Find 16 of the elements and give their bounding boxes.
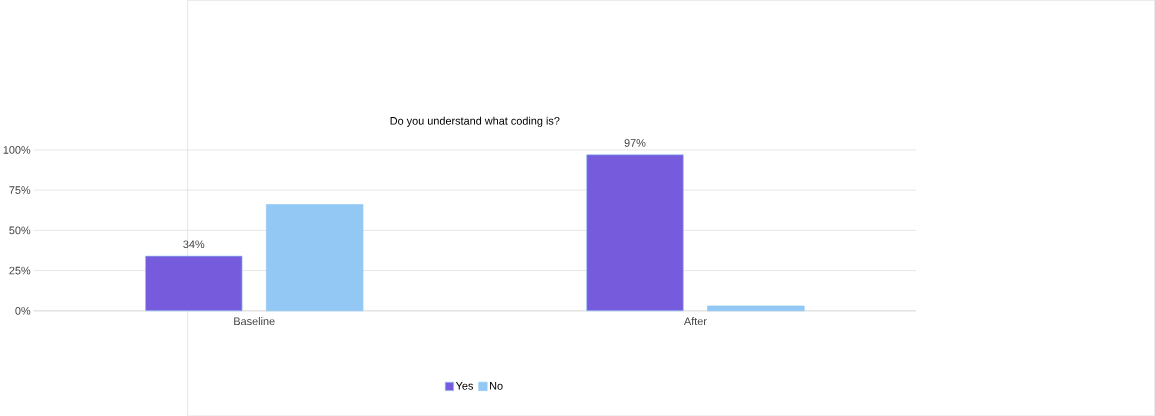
y-tick-label: 75% [9,186,31,194]
bar [266,204,364,311]
legend-label: No [490,381,503,390]
y-tick-label: 25% [9,266,31,275]
data-label: 97% [624,138,646,147]
y-tick-label: 0% [15,306,31,315]
y-tick-label: 100% [3,145,31,154]
chart-title: Do you understand what coding is? [390,116,560,127]
bar [145,255,243,311]
x-tick-label: After [683,316,707,325]
data-label: 34% [183,240,205,248]
bar [586,154,684,311]
y-tick-label: 50% [9,226,31,235]
legend-label: Yes [455,381,474,390]
x-tick-label: Baseline [234,316,275,325]
bar [707,305,805,311]
